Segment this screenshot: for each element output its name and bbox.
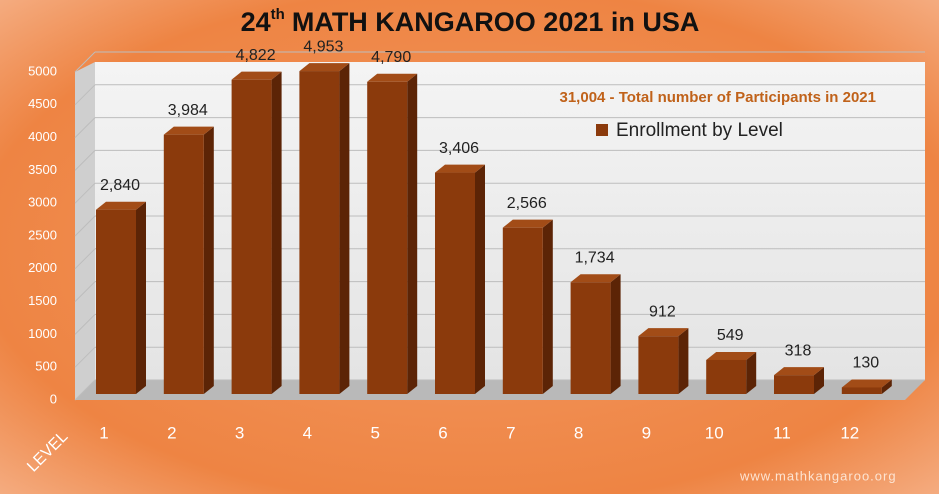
value-label: 549 <box>717 327 744 344</box>
title-text: MATH KANGAROO 2021 in USA <box>292 7 700 37</box>
y-tick-label: 5000 <box>28 63 57 78</box>
value-label: 4,822 <box>236 47 276 64</box>
grid-line-side <box>74 346 96 368</box>
x-tick-label: 11 <box>773 423 791 442</box>
y-tick-label: 3500 <box>28 162 57 177</box>
bar-top <box>570 274 621 283</box>
x-tick-label: 4 <box>303 423 312 442</box>
bar <box>96 209 136 394</box>
grid-line-side <box>74 182 96 204</box>
bar-side <box>339 63 350 395</box>
title-number: 24 <box>241 7 271 37</box>
grid-line-side <box>74 215 96 237</box>
grid-line-side <box>74 248 96 270</box>
value-label: 4,790 <box>371 49 411 66</box>
bar-side <box>136 201 146 394</box>
value-label: 4,953 <box>303 38 343 55</box>
y-tick-label: 2500 <box>28 227 57 242</box>
title-suffix: th <box>271 6 285 23</box>
bar-top <box>96 201 146 210</box>
value-label: 318 <box>785 342 812 359</box>
bar-top <box>435 164 485 173</box>
bar-top <box>774 367 824 376</box>
x-tick-label: 3 <box>235 423 244 442</box>
bar-side <box>407 73 418 394</box>
bar-side <box>881 379 892 394</box>
bar-side <box>475 164 485 394</box>
legend-label: Enrollment by Level <box>616 120 783 141</box>
y-tick-label: 1000 <box>28 326 57 341</box>
y-tick-label: 4500 <box>28 96 57 111</box>
bar <box>502 227 543 394</box>
x-tick-label: 6 <box>438 423 447 442</box>
bar <box>231 79 272 394</box>
bar-top <box>299 63 350 72</box>
grid-line-side <box>74 379 96 401</box>
bar-side <box>746 351 757 394</box>
bar-side <box>610 274 621 394</box>
grid-line-side <box>74 84 96 106</box>
bar-side <box>542 219 553 394</box>
y-tick-label: 4000 <box>28 129 57 144</box>
grid-line-side <box>74 150 96 171</box>
bar-side <box>678 328 689 394</box>
x-tick-label: 12 <box>840 423 859 442</box>
x-tick-label: 9 <box>642 423 651 442</box>
y-tick-label: 0 <box>50 391 57 406</box>
x-tick-label: 2 <box>167 423 176 442</box>
side-wall <box>75 62 95 400</box>
bar-top <box>163 126 214 135</box>
y-tick-label: 2000 <box>28 260 57 275</box>
bar-top <box>706 351 757 360</box>
bar <box>841 387 882 394</box>
bar <box>774 375 814 394</box>
grid-line-side <box>74 51 96 73</box>
y-tick-label: 3000 <box>28 195 57 210</box>
x-tick-label: 10 <box>705 423 724 442</box>
grid-line-side <box>74 117 96 138</box>
bar-top <box>367 73 418 82</box>
value-label: 3,406 <box>439 140 479 157</box>
bar <box>299 71 340 395</box>
chart-title: 24th MATH KANGAROO 2021 in USA <box>241 6 700 37</box>
value-label: 2,566 <box>507 195 547 212</box>
y-tick-label: 1500 <box>28 293 57 308</box>
x-tick-label: 7 <box>506 423 515 442</box>
bar <box>163 134 204 394</box>
x-tick-label: 8 <box>574 423 583 442</box>
bar <box>435 172 475 394</box>
annotation: 31,004 - Total number of Participants in… <box>560 89 877 106</box>
bar-side <box>271 71 282 394</box>
y-tick-label: 500 <box>35 359 57 374</box>
bar-top <box>638 328 689 337</box>
watermark: www.mathkangaroo.org <box>739 468 897 483</box>
bar <box>638 336 679 394</box>
bar-top <box>841 379 892 388</box>
value-label: 3,984 <box>168 102 208 119</box>
value-label: 912 <box>649 303 676 320</box>
bar-top <box>231 71 282 80</box>
grid-line-side <box>74 281 96 302</box>
bar-side <box>203 126 214 394</box>
bar-top <box>502 219 553 228</box>
x-tick-label: 1 <box>99 423 108 442</box>
bar <box>367 81 408 394</box>
grid-line-side <box>74 314 96 335</box>
x-tick-label: 5 <box>370 423 379 442</box>
bar <box>706 359 747 394</box>
value-label: 130 <box>852 355 879 372</box>
bar-side <box>814 367 824 394</box>
legend-swatch <box>596 124 608 136</box>
value-label: 1,734 <box>575 249 615 266</box>
value-label: 2,840 <box>100 177 140 194</box>
bar <box>570 282 611 394</box>
